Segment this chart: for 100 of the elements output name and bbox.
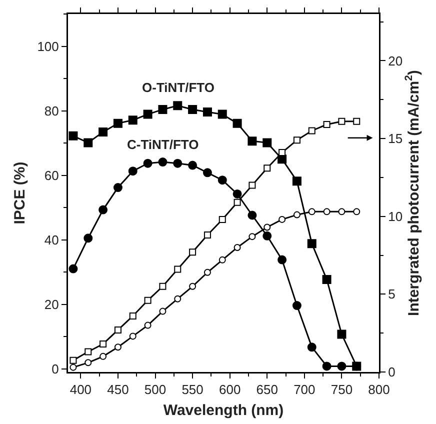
x-tick-label: 700 xyxy=(294,382,316,398)
point xyxy=(248,182,256,189)
point xyxy=(70,356,77,364)
point xyxy=(113,118,122,128)
point xyxy=(307,239,316,248)
point xyxy=(129,312,136,320)
y-tick-label: 0 xyxy=(52,361,59,376)
x-tick-label: 500 xyxy=(144,382,166,398)
series-label: O-TiNT/FTO xyxy=(142,80,214,95)
point xyxy=(114,344,122,351)
point xyxy=(218,216,226,223)
point xyxy=(278,255,287,264)
point xyxy=(293,136,300,144)
point xyxy=(84,359,92,366)
point xyxy=(173,101,182,110)
point xyxy=(264,224,271,231)
point xyxy=(100,340,107,348)
point xyxy=(292,176,302,186)
y2-tick-label: 15 xyxy=(388,131,403,146)
point xyxy=(128,166,138,176)
point xyxy=(234,198,241,206)
point xyxy=(189,248,196,256)
point xyxy=(189,282,196,290)
y-tick-label: 20 xyxy=(44,296,59,312)
point xyxy=(218,176,227,185)
point xyxy=(144,296,152,304)
point xyxy=(188,160,198,170)
x-tick-label: 800 xyxy=(368,382,390,398)
x-tick-label: 450 xyxy=(107,382,129,398)
y2-tick-label: 0 xyxy=(388,364,396,380)
point xyxy=(188,104,198,114)
x-tick-label: 550 xyxy=(182,382,204,398)
point xyxy=(323,208,330,216)
point xyxy=(322,274,332,284)
point xyxy=(174,295,182,302)
point xyxy=(337,330,346,339)
point xyxy=(293,211,300,218)
y-tick-label: 60 xyxy=(44,168,59,183)
point xyxy=(68,131,78,140)
point xyxy=(159,282,166,290)
y-axis-title: IPCE (%) xyxy=(12,162,29,224)
point xyxy=(232,189,242,198)
x-tick-label: 750 xyxy=(330,382,353,398)
point xyxy=(98,205,108,214)
point xyxy=(144,322,152,329)
point xyxy=(338,208,346,216)
point xyxy=(292,301,302,310)
x-tick-label: 600 xyxy=(218,382,241,398)
series-label: C-TiNT/FTO xyxy=(127,137,199,152)
point xyxy=(114,326,122,334)
point xyxy=(218,256,226,264)
point xyxy=(143,110,152,119)
point xyxy=(84,234,93,243)
point xyxy=(98,128,108,137)
point xyxy=(322,362,332,371)
y-tick-label: 80 xyxy=(44,103,59,118)
point xyxy=(204,268,211,276)
point xyxy=(129,332,136,340)
point xyxy=(232,118,242,128)
point xyxy=(204,232,211,239)
point xyxy=(202,108,212,117)
point xyxy=(337,362,346,371)
point xyxy=(278,216,286,223)
point xyxy=(158,104,168,114)
point xyxy=(353,208,360,216)
point xyxy=(264,164,271,172)
y2-tick-label: 20 xyxy=(388,53,403,68)
point xyxy=(173,158,182,168)
point xyxy=(159,308,166,315)
point xyxy=(128,116,138,125)
point xyxy=(234,244,241,251)
y-tick-label: 100 xyxy=(37,38,59,54)
y2-tick-label: 5 xyxy=(388,286,396,302)
point xyxy=(353,118,360,125)
point xyxy=(218,110,227,119)
point xyxy=(338,118,346,125)
y-tick-label: 40 xyxy=(44,232,59,248)
x-axis-title: Wavelength (nm) xyxy=(163,402,284,419)
point xyxy=(158,158,168,167)
point xyxy=(113,183,122,192)
point xyxy=(174,266,182,273)
point xyxy=(308,127,316,134)
point xyxy=(323,121,330,128)
point xyxy=(307,342,316,352)
point xyxy=(202,168,212,178)
point xyxy=(352,362,362,371)
point xyxy=(262,231,272,240)
point xyxy=(84,348,92,356)
point xyxy=(248,136,257,146)
point xyxy=(100,352,107,360)
point xyxy=(143,158,152,168)
point xyxy=(84,138,93,148)
point xyxy=(262,138,272,148)
x-tick-label: 650 xyxy=(256,382,278,398)
x-tick-label: 400 xyxy=(70,382,92,398)
point xyxy=(248,233,256,240)
point xyxy=(70,364,77,371)
point xyxy=(248,210,257,220)
y2-tick-label: 10 xyxy=(388,208,403,224)
point xyxy=(308,208,316,216)
